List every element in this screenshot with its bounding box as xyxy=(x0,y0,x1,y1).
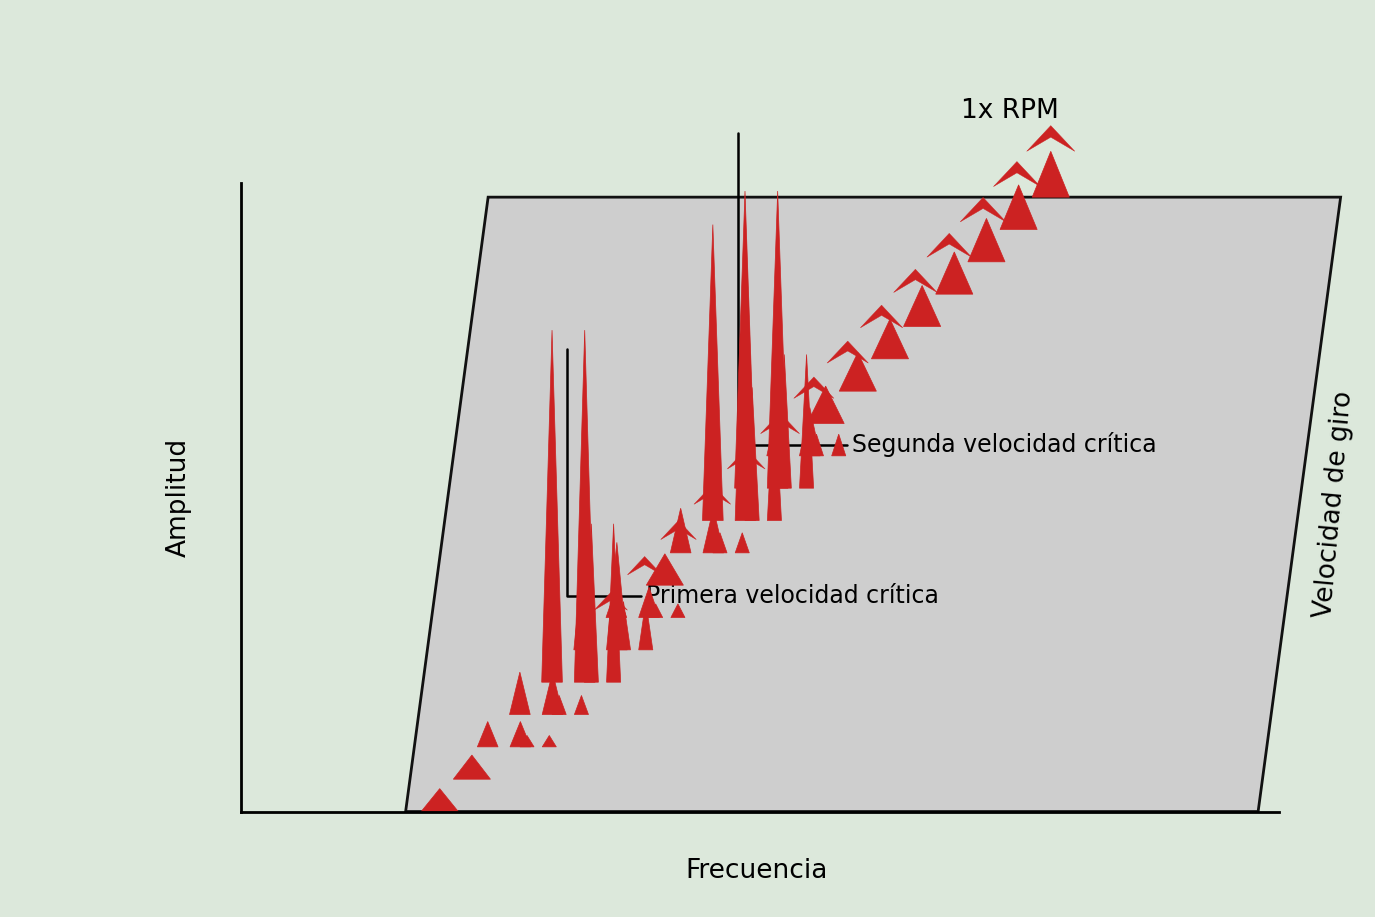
Polygon shape xyxy=(649,604,663,617)
Polygon shape xyxy=(661,521,696,539)
Polygon shape xyxy=(799,407,820,456)
Polygon shape xyxy=(616,602,631,650)
Polygon shape xyxy=(767,191,788,488)
Polygon shape xyxy=(584,524,598,682)
Polygon shape xyxy=(694,485,730,504)
Polygon shape xyxy=(894,270,938,293)
Polygon shape xyxy=(1027,126,1075,151)
Polygon shape xyxy=(421,789,458,812)
Polygon shape xyxy=(510,672,531,714)
Polygon shape xyxy=(553,695,566,714)
Polygon shape xyxy=(903,285,940,326)
Polygon shape xyxy=(767,407,788,456)
Polygon shape xyxy=(767,387,781,521)
Polygon shape xyxy=(1033,151,1070,197)
Polygon shape xyxy=(520,735,534,746)
Text: Velocidad de giro: Velocidad de giro xyxy=(1310,390,1357,619)
Polygon shape xyxy=(671,508,692,553)
Polygon shape xyxy=(703,225,723,521)
Polygon shape xyxy=(734,191,755,488)
Polygon shape xyxy=(573,542,594,650)
Polygon shape xyxy=(968,218,1005,262)
Polygon shape xyxy=(406,197,1341,812)
Polygon shape xyxy=(594,592,627,610)
Polygon shape xyxy=(606,587,627,617)
Text: Amplitud: Amplitud xyxy=(166,438,191,557)
Polygon shape xyxy=(671,604,685,617)
Polygon shape xyxy=(542,735,557,746)
Polygon shape xyxy=(807,386,844,424)
Polygon shape xyxy=(927,233,972,257)
Polygon shape xyxy=(936,252,974,294)
Polygon shape xyxy=(839,352,876,392)
Polygon shape xyxy=(542,672,562,714)
Polygon shape xyxy=(646,554,683,585)
Text: Primera velocidad crítica: Primera velocidad crítica xyxy=(568,348,939,608)
Polygon shape xyxy=(994,161,1041,186)
Polygon shape xyxy=(745,387,759,521)
Polygon shape xyxy=(575,330,595,682)
Text: 1x RPM: 1x RPM xyxy=(961,98,1059,124)
Polygon shape xyxy=(736,225,756,521)
Polygon shape xyxy=(861,305,903,327)
Polygon shape xyxy=(510,722,531,746)
Text: Segunda velocidad crítica: Segunda velocidad crítica xyxy=(738,134,1158,458)
Polygon shape xyxy=(627,557,661,575)
Polygon shape xyxy=(712,533,727,553)
Polygon shape xyxy=(828,341,869,363)
Polygon shape xyxy=(1000,185,1037,229)
Polygon shape xyxy=(638,587,660,617)
Polygon shape xyxy=(575,695,588,714)
Polygon shape xyxy=(727,448,764,469)
Polygon shape xyxy=(542,330,562,682)
Polygon shape xyxy=(832,434,846,456)
Polygon shape xyxy=(606,542,627,650)
Polygon shape xyxy=(793,377,835,398)
Polygon shape xyxy=(960,197,1006,222)
Polygon shape xyxy=(777,355,792,488)
Polygon shape xyxy=(477,722,498,746)
Polygon shape xyxy=(454,755,491,779)
Polygon shape xyxy=(639,602,653,650)
Polygon shape xyxy=(736,533,749,553)
Polygon shape xyxy=(872,319,909,359)
Polygon shape xyxy=(606,524,620,682)
Polygon shape xyxy=(703,508,723,553)
Text: Frecuencia: Frecuencia xyxy=(685,858,828,884)
Polygon shape xyxy=(810,434,824,456)
Polygon shape xyxy=(760,413,799,434)
Polygon shape xyxy=(799,355,814,488)
